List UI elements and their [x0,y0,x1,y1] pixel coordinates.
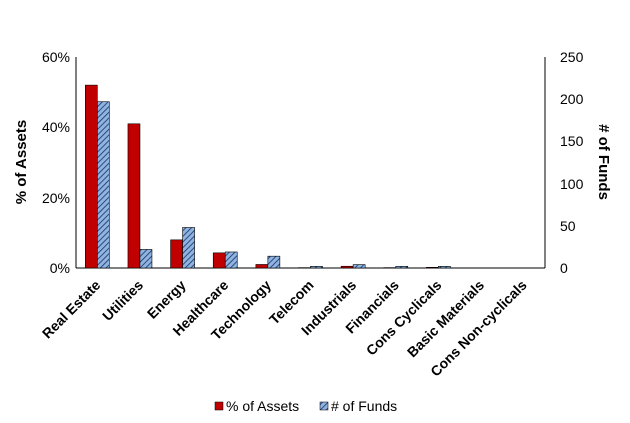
right-tick-50: 50 [560,218,576,234]
right-tick-200: 200 [560,91,584,107]
category-label-8: Cons Cyclicals [363,277,445,359]
bar-assets-4 [255,264,269,269]
right-tick-150: 150 [560,133,584,149]
bar-funds-1 [139,249,153,269]
bar-funds-2 [182,227,195,269]
bar-funds-4 [267,255,281,269]
bars-group [85,84,451,269]
bar-assets-0 [85,84,98,269]
left-tick-0: 0% [50,260,70,276]
legend-swatch-funds [319,401,329,411]
left-tick-20: 20% [42,190,70,206]
bar-funds-6 [352,264,366,269]
bar-funds-5 [310,266,323,269]
left-axis-title: % of Assets [13,120,30,204]
bar-assets-2 [170,239,183,269]
bar-funds-8 [438,266,451,269]
right-tick-0: 0 [560,260,568,276]
legend-swatch-assets [214,401,224,411]
right-tick-100: 100 [560,176,584,192]
left-tick-40: 40% [42,119,70,135]
right-tick-labels: 0 50 100 150 200 250 [560,49,584,276]
right-axis-title: # of Funds [595,124,612,200]
legend-label-assets: % of Assets [226,398,299,414]
bar-assets-6 [340,265,354,269]
right-tick-250: 250 [560,49,584,65]
left-tick-60: 60% [42,49,70,65]
category-labels: Real EstateUtilitiesEnergyHealthcareTech… [39,277,530,380]
legend-label-funds: # of Funds [331,398,397,414]
legend: % of Assets # of Funds [214,398,397,414]
left-tick-labels: 0% 20% 40% 60% [42,49,70,276]
bar-funds-0 [97,101,110,269]
bar-assets-3 [212,252,226,269]
category-label-1: Utilities [99,277,146,324]
category-label-9: Basic Materials [404,277,488,361]
bar-funds-7 [395,266,409,269]
bar-assets-1 [127,123,141,269]
bar-funds-3 [224,251,238,269]
category-label-0: Real Estate [39,277,104,342]
bar-assets-8 [426,266,439,269]
